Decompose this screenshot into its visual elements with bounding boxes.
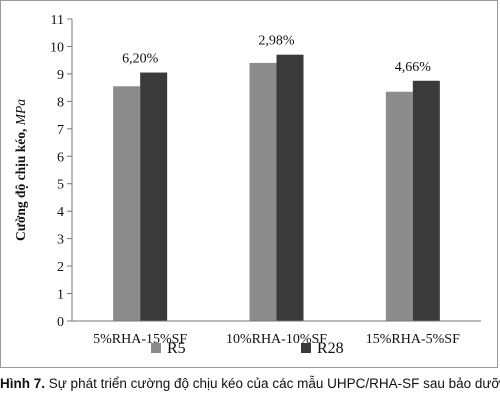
- chart-frame: 0 1 2 3 4 5 6 7 8 9 10 11 6,20% 2,98% 4,66% 5%RHA-15%…: [0, 0, 498, 368]
- y-axis-label-unit: MPa: [13, 99, 28, 126]
- bar-chart: 0 1 2 3 4 5 6 7 8 9 10 11 6,20% 2,98% 4,66% 5%RHA-15%…: [13, 13, 481, 357]
- legend-swatch-r5: [151, 343, 161, 353]
- y-tick-label: 11: [51, 13, 64, 28]
- x-axis-categories: 5%RHA-15%SF 10%RHA-10%SF 15%RHA-5%SF: [93, 332, 460, 347]
- y-tick-label: 2: [57, 260, 64, 275]
- y-tick-label: 7: [57, 123, 64, 138]
- data-label: 6,20%: [122, 52, 159, 67]
- y-tick-label: 1: [57, 288, 64, 303]
- bar-r28: [276, 54, 304, 321]
- x-category-label: 10%RHA-10%SF: [226, 332, 327, 347]
- y-axis-label: Cường độ chịu kéo, MPa: [13, 99, 28, 241]
- y-tick-label: 3: [57, 233, 64, 248]
- bar-r5: [113, 86, 141, 321]
- y-tick-label: 8: [57, 95, 64, 110]
- data-labels: 6,20% 2,98% 4,66%: [122, 34, 431, 75]
- legend-label-r5: R5: [167, 340, 186, 357]
- y-tick-label: 0: [57, 315, 64, 330]
- bar-r5: [249, 62, 277, 321]
- y-axis-label-main: Cường độ chịu kéo,: [13, 125, 28, 241]
- y-tick-label: 6: [57, 150, 64, 165]
- legend-label-r28: R28: [317, 340, 344, 357]
- y-tick-label: 9: [57, 68, 64, 83]
- x-category-label: 5%RHA-15%SF: [93, 332, 187, 347]
- y-axis-ticks: 0 1 2 3 4 5 6 7 8 9 10 11: [50, 13, 72, 330]
- bar-r28: [412, 80, 440, 321]
- figure-caption-text: Sự phát triển cường độ chịu kéo của các …: [45, 376, 500, 391]
- figure-caption-prefix: Hình 7.: [0, 376, 46, 391]
- x-category-label: 15%RHA-5%SF: [366, 332, 460, 347]
- y-tick-label: 10: [50, 40, 64, 55]
- data-label: 4,66%: [395, 60, 432, 75]
- y-tick-label: 4: [57, 205, 64, 220]
- legend-swatch-r28: [301, 343, 311, 353]
- bar-r5: [385, 91, 413, 321]
- figure-caption: Hình 7. Sự phát triển cường độ chịu kéo …: [0, 376, 500, 391]
- legend: R5 R28: [151, 340, 344, 357]
- data-label: 2,98%: [258, 34, 295, 49]
- bar-r28: [140, 72, 168, 321]
- y-tick-label: 5: [57, 178, 64, 193]
- bars: [113, 54, 440, 321]
